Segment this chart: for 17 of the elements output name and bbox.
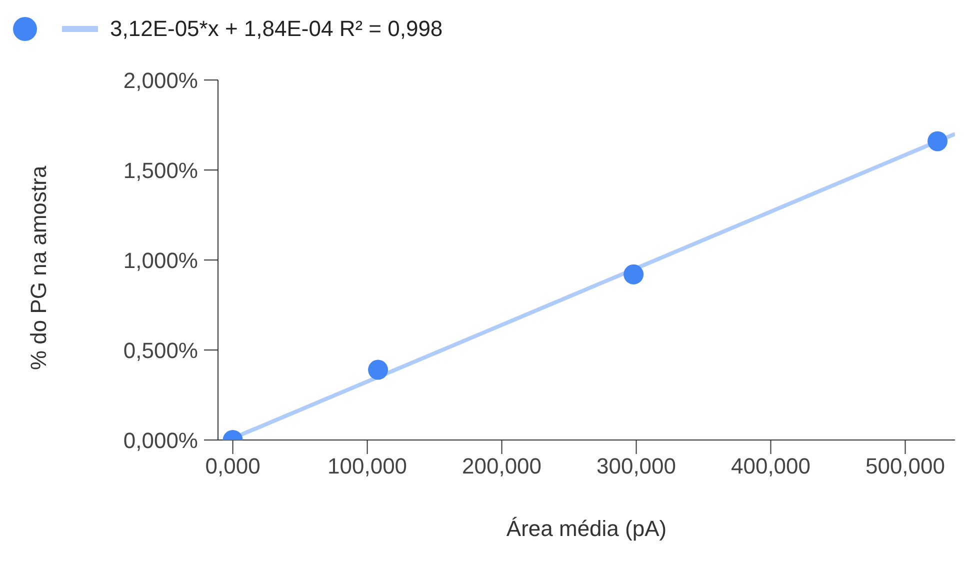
- x-tick-label: 100,000: [328, 454, 408, 479]
- point: [624, 264, 644, 284]
- y-tick-label: 0,000%: [123, 428, 198, 453]
- point: [928, 131, 948, 152]
- x-tick-label: 0,000: [205, 454, 260, 479]
- legend-label: 3,12E-05*x + 1,84E-04 R² = 0,998: [110, 16, 443, 42]
- x-tick-label: 200,000: [462, 454, 542, 479]
- x-axis-title: Área média (pA): [506, 516, 667, 541]
- x-tick-label: 500,000: [865, 454, 946, 479]
- y-tick-label: 0,500%: [123, 338, 198, 363]
- y-axis-title: % do PG na amostra: [26, 165, 51, 370]
- x-tick-label: 400,000: [730, 454, 811, 479]
- point: [368, 360, 388, 380]
- y-tick-label: 1,000%: [123, 248, 198, 273]
- y-tick-label: 2,000%: [123, 68, 198, 93]
- x-tick-label: 300,000: [596, 454, 676, 479]
- y-tick-label: 1,500%: [123, 158, 198, 183]
